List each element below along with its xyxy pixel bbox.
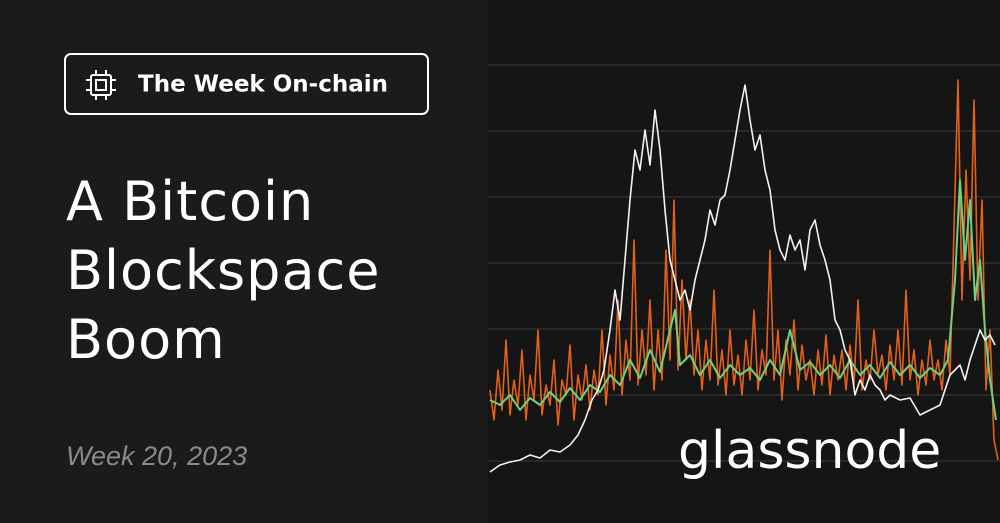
green-line xyxy=(489,179,997,421)
brand-logo: glassnode xyxy=(678,421,941,481)
subtitle: Week 20, 2023 xyxy=(66,441,247,471)
badge xyxy=(64,53,429,115)
title-line: Blockspace xyxy=(66,239,380,302)
chip-icon xyxy=(86,70,116,100)
orange-line xyxy=(489,79,999,461)
white-line xyxy=(489,84,996,473)
badge-label: The Week On-chain xyxy=(138,72,388,98)
title-line: A Bitcoin xyxy=(66,170,314,233)
title-line: Boom xyxy=(66,308,226,371)
